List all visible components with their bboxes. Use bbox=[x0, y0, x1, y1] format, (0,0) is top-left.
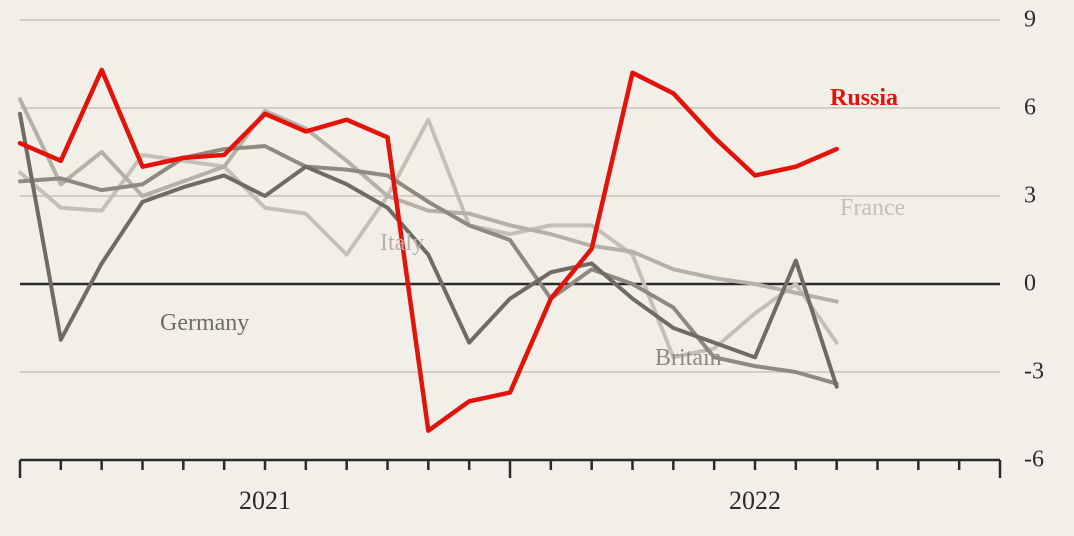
series-label-russia: Russia bbox=[830, 85, 898, 112]
series-label-britain: Britain bbox=[655, 345, 722, 372]
y-tick-label: -6 bbox=[1024, 447, 1044, 474]
series-label-france: France bbox=[840, 195, 905, 222]
x-axis-label: 2021 bbox=[239, 486, 291, 516]
y-tick-label: 6 bbox=[1024, 95, 1036, 122]
x-axis-label: 2022 bbox=[729, 486, 781, 516]
series-label-germany: Germany bbox=[160, 310, 249, 337]
chart-svg bbox=[0, 0, 1074, 536]
y-tick-label: -3 bbox=[1024, 359, 1044, 386]
series-france bbox=[20, 120, 837, 358]
y-tick-label: 9 bbox=[1024, 7, 1036, 34]
economic-line-chart: -6 -3 0 3 6 9 2021 2022 Russia France Italy Britain… bbox=[0, 0, 1074, 536]
series-label-italy: Italy bbox=[380, 230, 424, 257]
y-tick-label: 3 bbox=[1024, 183, 1036, 210]
y-tick-label: 0 bbox=[1024, 271, 1036, 298]
